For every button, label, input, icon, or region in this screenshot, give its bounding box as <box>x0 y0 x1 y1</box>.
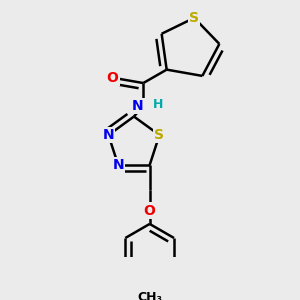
Text: H: H <box>153 98 163 111</box>
Text: S: S <box>189 11 199 25</box>
Text: S: S <box>154 128 164 142</box>
Text: N: N <box>103 128 114 142</box>
Text: O: O <box>106 71 119 85</box>
Text: O: O <box>144 203 156 218</box>
Text: N: N <box>132 99 144 113</box>
Text: N: N <box>112 158 124 172</box>
Text: CH₃: CH₃ <box>137 291 162 300</box>
